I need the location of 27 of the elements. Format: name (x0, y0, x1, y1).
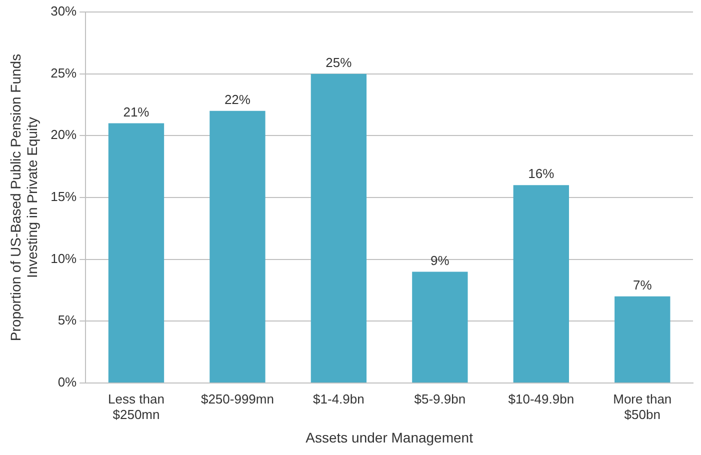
y-tick-label: 5% (58, 312, 78, 328)
y-tick-label: 25% (50, 65, 78, 80)
x-tick-label: $1-4.9bn (313, 391, 364, 406)
data-label: 9% (430, 252, 450, 268)
bar (513, 185, 569, 382)
bar (108, 123, 164, 382)
data-label: 22% (224, 92, 251, 108)
x-tick-label: Less than $250mn (108, 391, 164, 422)
bar (210, 110, 266, 382)
x-axis-title: Assets under Management (306, 429, 474, 446)
bar (412, 272, 468, 382)
y-tick-label: 0% (58, 374, 78, 390)
x-tick-label: More than $50bn (613, 391, 672, 422)
data-label: 25% (326, 54, 352, 70)
bar (310, 74, 367, 382)
bar (614, 296, 670, 382)
y-tick-label: 20% (50, 127, 78, 142)
y-tick-label: 30% (50, 4, 78, 19)
data-label: 16% (528, 166, 555, 182)
x-tick-label: $250-999mn (200, 391, 274, 406)
y-tick-label: 15% (50, 189, 78, 204)
x-tick-label: $5-9.9bn (414, 391, 466, 406)
data-label: 21% (123, 104, 150, 120)
y-tick-label: 10% (50, 250, 78, 266)
y-axis-title: Proportion of US-Based Public Pension Funds Investing in Private Equity (7, 54, 40, 342)
data-label: 7% (632, 278, 652, 293)
x-tick-label: $10-49.9bn (508, 391, 574, 406)
